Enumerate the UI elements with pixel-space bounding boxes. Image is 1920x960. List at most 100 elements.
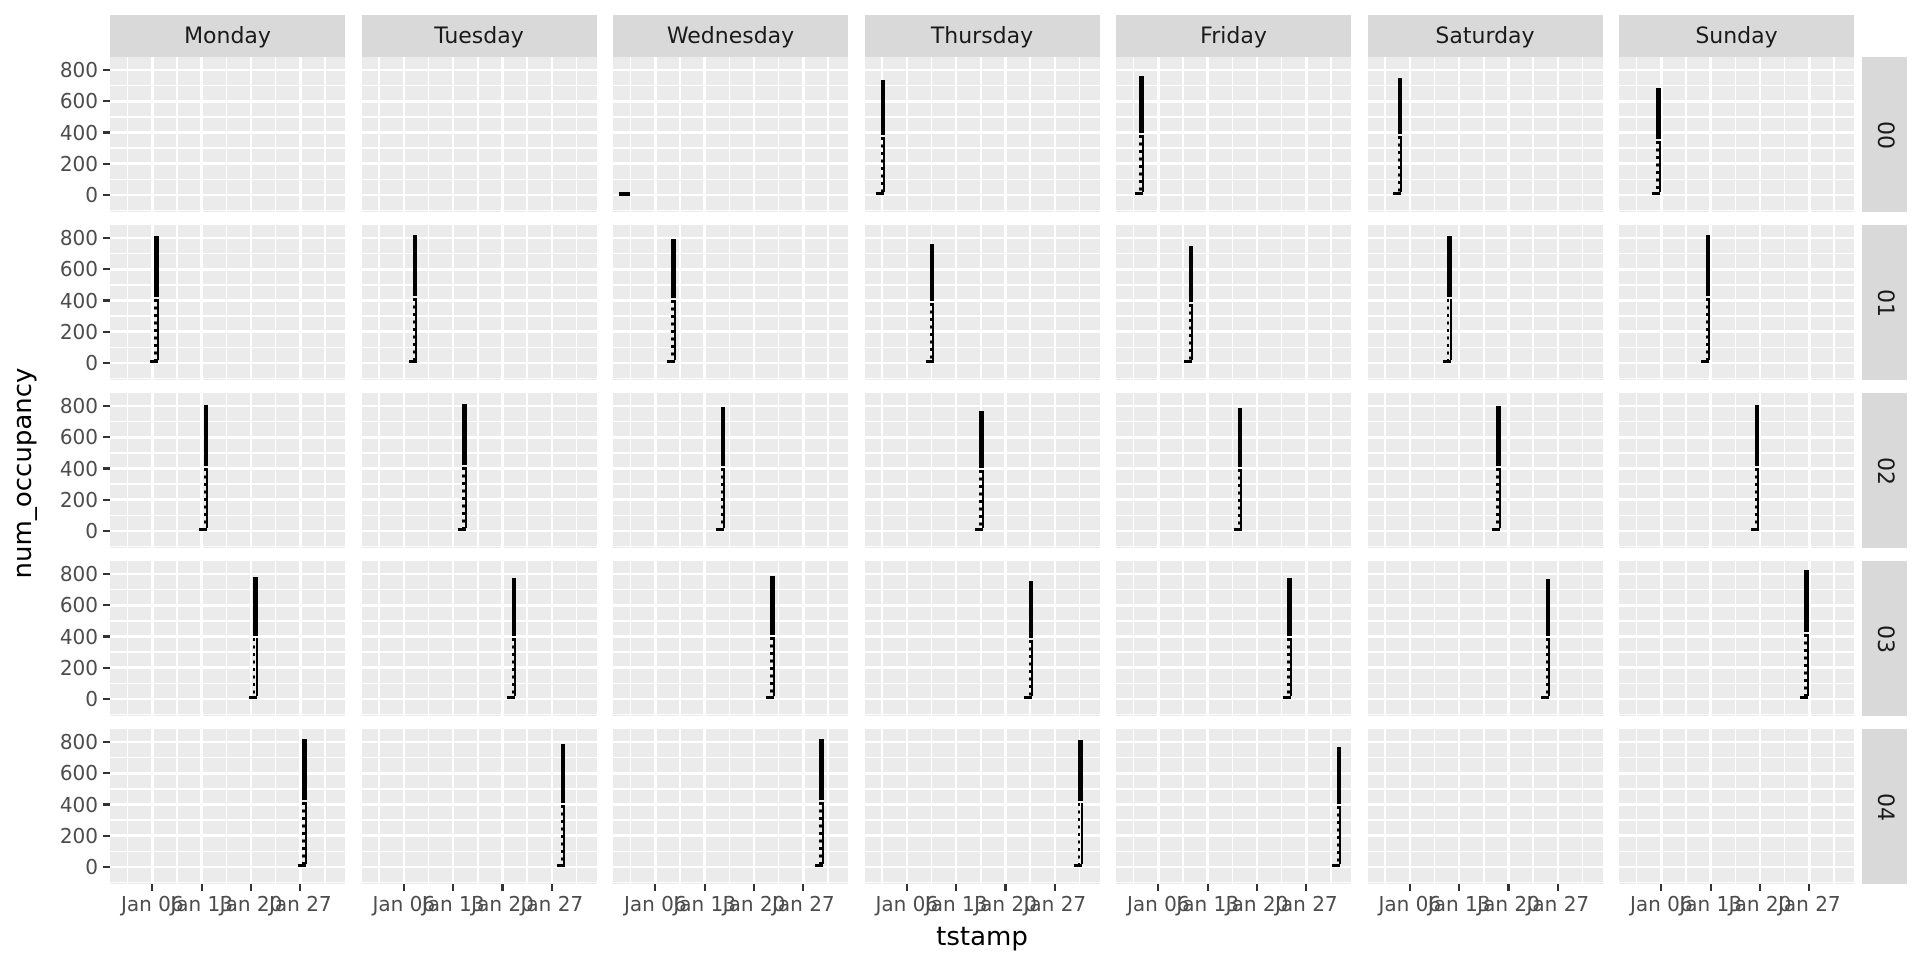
- gridline-major-h: [1619, 193, 1854, 197]
- gridline-major-v: [1206, 561, 1209, 716]
- facet-panel: [864, 729, 1100, 884]
- gridline-minor-v: [930, 561, 933, 716]
- gridline-major-v: [954, 729, 958, 884]
- gridline-minor-v: [575, 225, 578, 380]
- gridline-minor-h: [361, 346, 597, 349]
- gridline-major-h: [1116, 635, 1351, 638]
- gridline-major-h: [110, 361, 345, 365]
- x-axis-tick: [802, 884, 805, 891]
- x-axis-tick: [1709, 884, 1712, 891]
- gridline-major-v: [654, 561, 657, 716]
- gridline-major-h: [1367, 68, 1603, 72]
- gridline-minor-h: [1367, 346, 1603, 349]
- y-axis-tick-label: 800: [59, 730, 98, 754]
- gridline-minor-h: [110, 713, 345, 716]
- gridline-minor-h: [110, 315, 345, 317]
- gridline-major-h: [361, 267, 597, 271]
- gridline-minor-v: [1685, 225, 1687, 380]
- occupancy-spike-lower: [819, 802, 824, 865]
- gridline-major-h: [1367, 99, 1603, 103]
- occupancy-spike-lower: [253, 637, 258, 697]
- gridline-minor-v: [526, 729, 528, 884]
- gridline-major-h: [613, 131, 848, 134]
- gridline-minor-v: [1182, 57, 1184, 212]
- gridline-major-h: [1619, 603, 1854, 607]
- y-axis-tick: [103, 330, 110, 333]
- gridline-major-h: [1116, 404, 1351, 408]
- gridline-major-h: [613, 666, 848, 670]
- occupancy-spike-upper: [1656, 87, 1661, 140]
- gridline-minor-v: [1734, 393, 1737, 548]
- occupancy-spike-upper: [819, 738, 824, 801]
- gridline-major-h: [110, 236, 345, 240]
- gridline-major-v: [954, 57, 958, 212]
- facet-panel: [1619, 225, 1854, 380]
- x-axis-tick: [1305, 884, 1308, 891]
- gridline-minor-h: [613, 651, 848, 653]
- gridline-major-h: [361, 834, 597, 838]
- gridline-major-v: [299, 57, 302, 212]
- gridline-minor-v: [324, 393, 326, 548]
- gridline-minor-h: [361, 84, 597, 87]
- gridline-minor-v: [629, 57, 632, 212]
- gridline-major-v: [1157, 729, 1160, 884]
- gridline-minor-v: [526, 57, 528, 212]
- gridline-minor-h: [1619, 881, 1854, 884]
- gridline-minor-v: [881, 225, 883, 380]
- gridline-minor-v: [1182, 393, 1184, 548]
- gridline-major-h: [110, 467, 345, 470]
- occupancy-spike-base: [1134, 192, 1143, 196]
- gridline-minor-v: [1483, 225, 1485, 380]
- gridline-minor-v: [1231, 729, 1234, 884]
- gridline-minor-h: [613, 209, 848, 212]
- gridline-major-v: [905, 57, 909, 212]
- x-axis-tick: [1157, 884, 1160, 891]
- spike-dotted-edge: [1028, 639, 1032, 697]
- gridline-minor-v: [881, 561, 883, 716]
- facet-panel: [361, 57, 597, 212]
- gridline-major-h: [361, 529, 597, 533]
- gridline-minor-h: [1116, 209, 1351, 212]
- x-axis-tick-label: Jan 13: [924, 892, 988, 916]
- occupancy-spike-upper: [560, 743, 566, 803]
- gridline-major-h: [110, 635, 345, 638]
- y-axis-tick: [103, 635, 110, 638]
- gridline-major-h: [110, 299, 345, 302]
- gridline-minor-v: [1783, 225, 1786, 380]
- facet-panel: [110, 561, 345, 716]
- gridline-minor-v: [777, 561, 780, 716]
- gridline-major-h: [361, 865, 597, 869]
- occupancy-spike-upper: [1336, 746, 1342, 805]
- y-axis-tick: [103, 299, 110, 302]
- spike-dotted-edge: [1237, 469, 1241, 529]
- gridline-major-h: [613, 193, 848, 197]
- gridline-major-v: [654, 57, 657, 212]
- gridline-minor-v: [575, 57, 578, 212]
- gridline-major-h: [1619, 330, 1854, 334]
- gridline-minor-v: [427, 225, 430, 380]
- y-axis-tick-label: 600: [59, 425, 98, 450]
- occupancy-spike-base: [1541, 696, 1550, 700]
- gridline-major-v: [954, 561, 958, 716]
- x-axis-tick: [452, 884, 455, 891]
- facet-panel: [1367, 225, 1603, 380]
- gridline-minor-v: [126, 729, 129, 884]
- gridline-major-v: [802, 57, 805, 212]
- spike-dotted-edge: [1545, 638, 1549, 697]
- gridline-minor-v: [1433, 225, 1436, 380]
- facet-panel: [613, 57, 848, 212]
- occupancy-spike-base: [716, 528, 725, 532]
- gridline-minor-h: [361, 682, 597, 685]
- x-axis-tick: [1507, 884, 1510, 891]
- gridline-minor-h: [110, 651, 345, 653]
- occupancy-spike-upper: [880, 80, 886, 136]
- gridline-major-h: [1619, 635, 1854, 638]
- facet-panel: [864, 561, 1100, 716]
- gridline-major-h: [613, 865, 848, 869]
- gridline-major-h: [110, 68, 345, 72]
- x-axis-title: tstamp: [936, 922, 1028, 952]
- gridline-minor-v: [427, 57, 430, 212]
- occupancy-spike-lower: [1447, 298, 1452, 361]
- facet-panel: [110, 225, 345, 380]
- spike-solid-edge: [1548, 638, 1551, 697]
